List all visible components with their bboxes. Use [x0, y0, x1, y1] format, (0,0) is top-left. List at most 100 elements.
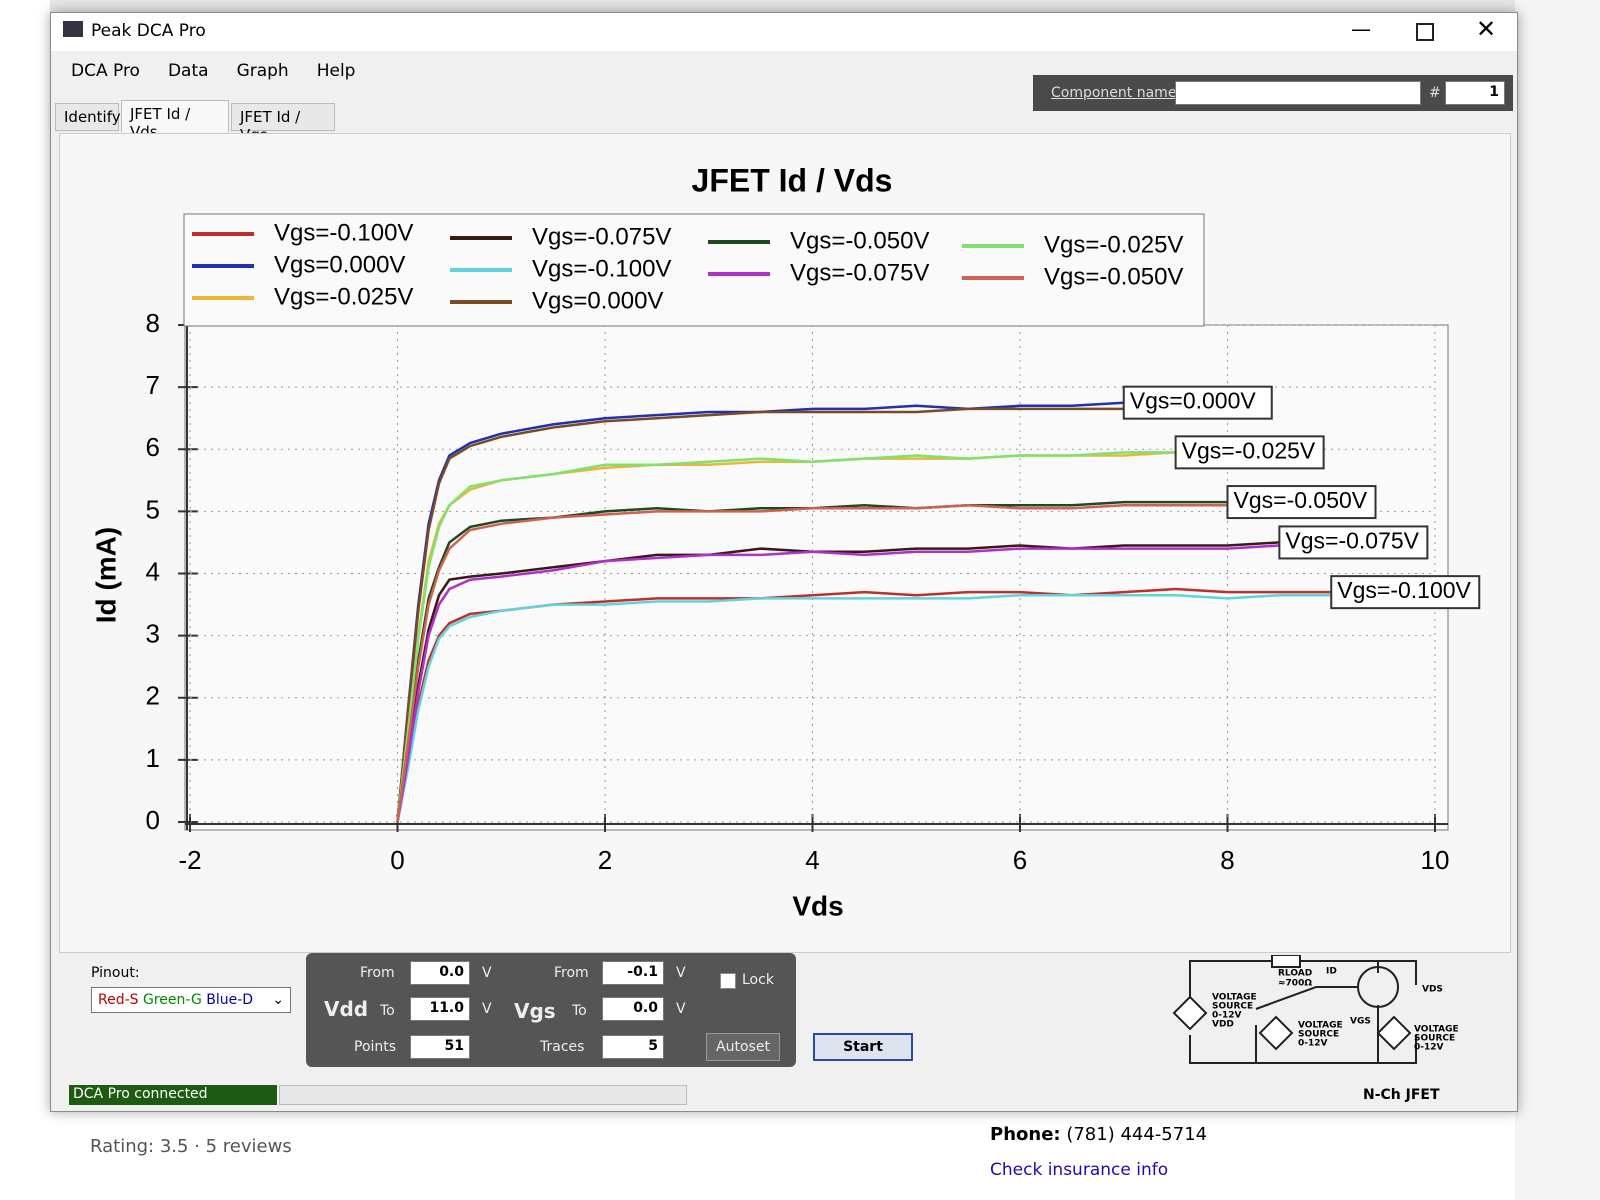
series-line — [396, 500, 1228, 823]
end-label: Vgs=-0.025V — [1182, 437, 1316, 463]
maximize[interactable] — [1416, 23, 1434, 41]
source-label: 0-12V — [1298, 1039, 1328, 1049]
end-label: Vgs=-0.050V — [1234, 487, 1368, 513]
series-line — [396, 587, 1332, 823]
x-axis-label: Vds — [792, 890, 843, 921]
component-number[interactable]: 1 — [1445, 81, 1505, 105]
source-label: VOLTAGE — [1298, 1021, 1343, 1031]
legend-label: Vgs=-0.025V — [274, 283, 413, 310]
pinout-g: Green-G — [143, 992, 202, 1008]
end-label-box — [1330, 575, 1481, 610]
rload-label: RLOAD — [1278, 969, 1312, 979]
to-label: To — [380, 1003, 395, 1019]
vgs-from[interactable]: -0.1 — [602, 961, 664, 985]
rload-value: ≈700Ω — [1278, 979, 1312, 989]
from-label: From — [360, 965, 395, 981]
close[interactable]: ✕ — [1476, 15, 1497, 43]
end-label: Vgs=-0.075V — [1285, 528, 1419, 554]
component-bar: Component name # 1 — [1033, 75, 1513, 111]
menu-bar: DCA Pro Data Graph Help — [71, 61, 383, 81]
legend-label: Vgs=0.000V — [274, 251, 405, 278]
series-line — [396, 451, 1176, 823]
unit: V — [482, 965, 492, 981]
phone-label: Phone: — [990, 1124, 1061, 1145]
y-tick-label: 2 — [146, 681, 160, 711]
start-button[interactable]: Start — [813, 1033, 913, 1061]
vdd-from[interactable]: 0.0 — [410, 961, 470, 985]
sweep-panel: From Vdd To Points 0.0 11.0 51 V V From … — [306, 953, 796, 1067]
component-input[interactable] — [1175, 81, 1421, 105]
end-label-box — [1278, 525, 1429, 560]
pinout-select[interactable]: Red-S Green-G Blue-D ⌄ — [91, 987, 291, 1013]
source-label: 0-12V — [1212, 1011, 1242, 1021]
end-label-box — [1174, 435, 1325, 470]
browser-right — [1515, 0, 1600, 1200]
x-tick-label: 2 — [598, 845, 612, 875]
status-connection: DCA Pro connected — [69, 1085, 277, 1105]
end-label-box — [1122, 385, 1273, 420]
x-tick-label: 8 — [1220, 845, 1234, 875]
y-tick-label: 1 — [146, 743, 160, 773]
circuit-diagram: RLOAD ≈700Ω ID VDS VGS VOLTAGE SOURCE 0-… — [1172, 955, 1459, 1064]
source-label: 0-12V — [1414, 1043, 1444, 1053]
source-label: SOURCE — [1298, 1030, 1339, 1040]
pinout-s: Red-S — [98, 992, 139, 1008]
vgs-to[interactable]: 0.0 — [602, 997, 664, 1021]
source-label: SOURCE — [1212, 1002, 1253, 1012]
legend-label: Vgs=-0.075V — [790, 259, 929, 286]
legend-box — [183, 213, 1205, 327]
series-line — [396, 503, 1228, 823]
to-label: To — [572, 1003, 587, 1019]
autoset-button[interactable]: Autoset — [706, 1033, 780, 1061]
menu-item[interactable]: Graph — [236, 61, 289, 81]
vdd-points[interactable]: 51 — [410, 1035, 470, 1059]
y-tick-label: 8 — [146, 308, 160, 338]
y-axis-label: Id (mA) — [90, 527, 121, 623]
legend-label: Vgs=-0.025V — [1044, 231, 1183, 258]
reviews-text: 5 reviews — [205, 1136, 292, 1157]
series-line — [396, 544, 1280, 823]
y-tick-label: 0 — [146, 805, 160, 835]
window-title: Peak DCA Pro — [91, 21, 206, 41]
unit: V — [676, 1001, 686, 1017]
unit: V — [482, 1001, 492, 1017]
legend-label: Vgs=0.000V — [532, 287, 663, 314]
progress-bar — [279, 1085, 687, 1105]
vds-label: VDS — [1422, 985, 1443, 995]
insurance-link[interactable]: Check insurance info — [990, 1160, 1169, 1180]
y-tick-label: 5 — [146, 494, 160, 524]
x-tick-label: 0 — [390, 845, 404, 875]
x-tick-label: 4 — [805, 845, 819, 875]
tab-active[interactable]: JFET Id / Vds — [121, 100, 229, 141]
menu-item[interactable]: Help — [316, 61, 356, 81]
pinout-label: Pinout: — [91, 965, 140, 981]
end-label-box — [1226, 485, 1377, 520]
legend-label: Vgs=-0.050V — [790, 227, 929, 254]
unit: V — [676, 965, 686, 981]
y-tick-label: 4 — [146, 556, 160, 586]
series-line — [396, 593, 1332, 823]
lock-checkbox[interactable] — [720, 973, 736, 989]
menu-item[interactable]: DCA Pro — [71, 61, 140, 81]
legend-label: Vgs=-0.100V — [274, 219, 413, 246]
pinout-d: Blue-D — [206, 992, 254, 1008]
vgs-label: VGS — [1350, 1017, 1371, 1027]
source-label: VOLTAGE — [1212, 993, 1257, 1003]
menu-item[interactable]: Data — [167, 61, 209, 81]
tab[interactable]: Identify — [55, 103, 121, 131]
vdd-to[interactable]: 11.0 — [410, 997, 470, 1021]
vgs-traces[interactable]: 5 — [602, 1035, 664, 1059]
vgs-label: Vgs — [514, 999, 556, 1023]
hash-label: # — [1429, 85, 1441, 101]
component-label: Component name — [1051, 85, 1177, 101]
minimize[interactable]: — — [1351, 17, 1371, 41]
source-label: SOURCE — [1414, 1034, 1455, 1044]
end-label: Vgs=-0.100V — [1337, 577, 1471, 603]
title-bar: Peak DCA Pro — ✕ — [51, 13, 1517, 51]
x-tick-label: 6 — [1013, 845, 1027, 875]
browser-bottom — [0, 1110, 1600, 1200]
status-device: N-Ch JFET — [1363, 1087, 1440, 1103]
y-tick-label: 7 — [146, 370, 160, 400]
